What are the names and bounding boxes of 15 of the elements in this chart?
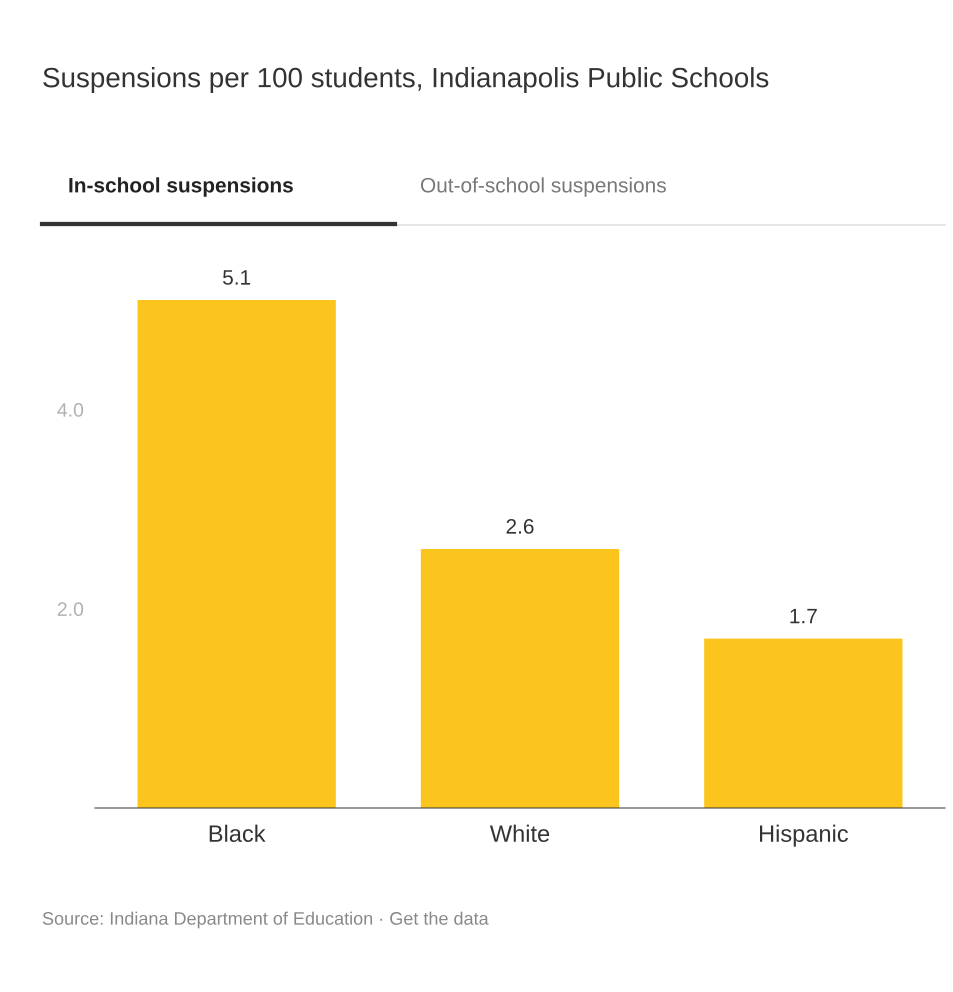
data-label: 2.6 — [506, 519, 534, 534]
chart-title: Suspensions per 100 students, Indianapolis Public Schools — [43, 67, 768, 93]
data-label: 1.7 — [790, 608, 817, 624]
y-tick-label: 4.0 — [57, 403, 84, 417]
bar — [138, 300, 336, 808]
y-tick-label: 2.0 — [58, 602, 84, 616]
x-tick-label: Black — [210, 824, 266, 842]
source-note: Source: Indiana Department of Education · Get the data — [42, 912, 489, 928]
bar — [704, 638, 902, 808]
bar — [420, 549, 620, 808]
text: Out-of-school suspensions — [420, 177, 666, 197]
x-tick-label: Hispanic — [760, 824, 848, 847]
text: In-school suspensions — [69, 177, 293, 197]
x-tick-label: White — [490, 824, 550, 842]
data-label: 5.1 — [223, 270, 250, 285]
